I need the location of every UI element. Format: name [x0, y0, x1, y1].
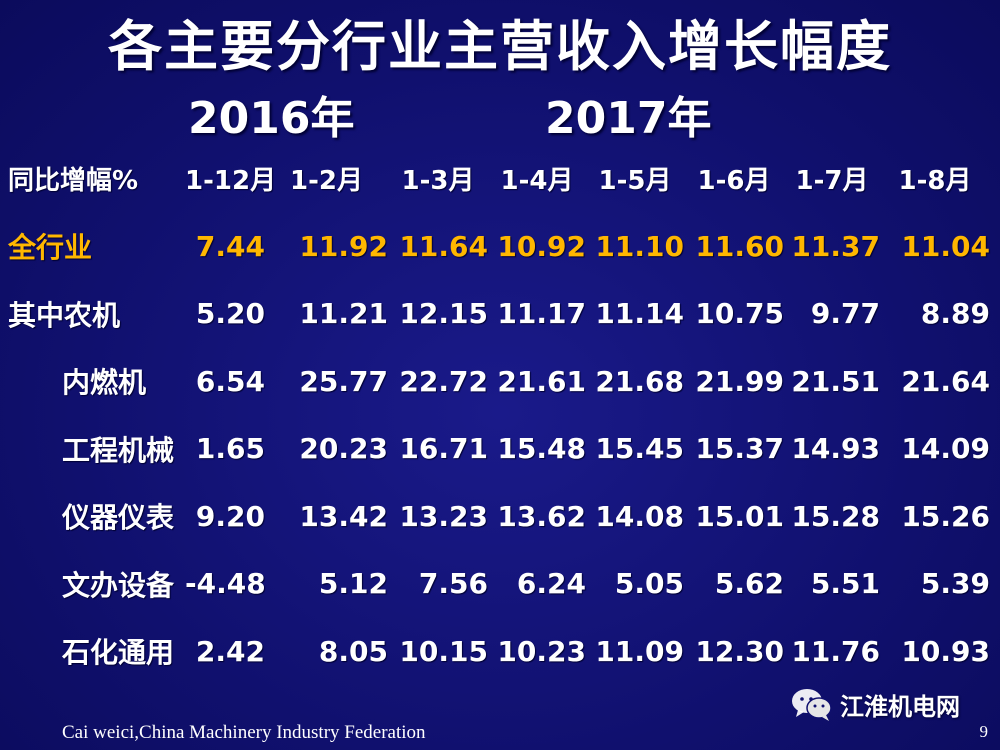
table-cell: 11.14: [595, 297, 684, 331]
table-cell: 10.93: [901, 634, 990, 668]
table-cell: 10.15: [399, 634, 488, 668]
table-cell: 15.28: [791, 499, 880, 533]
table-row: 石化通用 2.42 8.05 10.15 10.23 11.09 12.30 1…: [0, 618, 990, 686]
table-cell: 21.99: [695, 364, 784, 398]
table-cell: 16.71: [399, 432, 488, 466]
table-cell: 5.39: [920, 567, 990, 601]
table-cell: 14.08: [595, 499, 684, 533]
table-cell: 21.68: [595, 364, 684, 398]
page-number: 9: [979, 722, 989, 741]
table-cell: 21.51: [791, 364, 880, 398]
corner-label: 同比增幅%: [8, 166, 139, 197]
table-cell: 11.17: [497, 297, 586, 331]
table-cell: 5.62: [714, 567, 784, 601]
table-cell: 11.37: [791, 229, 880, 263]
table-row: 全行业 7.44 11.92 11.64 10.92 11.10 11.60 1…: [0, 213, 990, 281]
table-cell: 10.75: [695, 297, 784, 331]
column-header: 1-8月: [898, 166, 972, 197]
column-header: 1-7月: [795, 166, 869, 197]
footer-credit: Cai weici,China Machinery Industry Feder…: [62, 722, 426, 743]
row-label: 文办设备: [62, 568, 175, 602]
table-row: 仪器仪表 9.20 13.42 13.23 13.62 14.08 15.01 …: [0, 483, 990, 551]
table-cell: 14.93: [791, 432, 880, 466]
table-cell: 11.04: [901, 229, 990, 263]
slide-title: 各主要分行业主营收入增长幅度: [108, 15, 892, 78]
table-cell: 11.60: [695, 229, 784, 263]
table-cell: 15.01: [695, 499, 784, 533]
year-heading-2016: 2016年: [188, 93, 355, 144]
table-cell: 7.44: [195, 229, 265, 263]
year-heading-2017: 2017年: [545, 93, 712, 144]
table-cell: 10.92: [497, 229, 586, 263]
table-cell: -4.48: [185, 567, 266, 601]
table-cell: 1.65: [195, 432, 265, 466]
table-cell: 14.09: [901, 432, 990, 466]
table-row: 文办设备 -4.48 5.12 7.56 6.24 5.05 5.62 5.51…: [0, 550, 990, 618]
table-cell: 15.37: [695, 432, 784, 466]
table-cell: 13.23: [399, 499, 488, 533]
table-cell: 5.51: [810, 567, 880, 601]
row-label: 全行业: [8, 231, 93, 265]
row-label: 内燃机: [62, 366, 147, 400]
table-cell: 11.09: [595, 634, 684, 668]
row-label: 其中农机: [8, 298, 121, 332]
table-cell: 22.72: [399, 364, 488, 398]
watermark-text: 江淮机电网: [840, 692, 960, 721]
row-label: 仪器仪表: [62, 501, 175, 535]
table-cell: 20.23: [299, 432, 388, 466]
column-header: 1-2月: [290, 166, 363, 197]
row-label: 工程机械: [62, 433, 175, 467]
table-cell: 6.24: [516, 567, 586, 601]
table-cell: 8.89: [920, 297, 990, 331]
table-cell: 11.21: [299, 297, 388, 331]
column-header: 1-3月: [401, 166, 475, 197]
table-cell: 9.20: [195, 499, 265, 533]
table-cell: 5.05: [614, 567, 684, 601]
column-header: 1-12月: [185, 166, 277, 197]
table-cell: 12.15: [399, 297, 488, 331]
table-cell: 6.54: [195, 364, 265, 398]
row-label: 石化通用: [62, 636, 175, 670]
wechat-watermark: 江淮机电网: [790, 686, 960, 722]
column-header: 1-4月: [500, 166, 574, 197]
column-header: 1-5月: [598, 166, 672, 197]
table-cell: 5.20: [195, 297, 265, 331]
table-cell: 11.76: [791, 634, 880, 668]
table-cell: 5.12: [318, 567, 388, 601]
wechat-icon: [792, 689, 832, 721]
table-header-row: 同比增幅% 1-12月 1-2月 1-3月 1-4月 1-5月 1-6月 1-7…: [0, 145, 990, 213]
table-row: 内燃机 6.54 25.77 22.72 21.61 21.68 21.99 2…: [0, 348, 990, 416]
table-cell: 9.77: [810, 297, 880, 331]
growth-table: 同比增幅% 1-12月 1-2月 1-3月 1-4月 1-5月 1-6月 1-7…: [0, 145, 990, 685]
table-cell: 13.62: [497, 499, 586, 533]
table-cell: 21.64: [901, 364, 990, 398]
table-cell: 7.56: [418, 567, 488, 601]
table-row: 工程机械 1.65 20.23 16.71 15.48 15.45 15.37 …: [0, 415, 990, 483]
table-cell: 15.26: [901, 499, 990, 533]
table-cell: 10.23: [497, 634, 586, 668]
table-cell: 21.61: [497, 364, 586, 398]
table-cell: 15.48: [497, 432, 586, 466]
column-header: 1-6月: [697, 166, 771, 197]
table-cell: 11.92: [299, 229, 388, 263]
table-cell: 25.77: [299, 364, 388, 398]
table-cell: 8.05: [318, 634, 388, 668]
table-cell: 15.45: [595, 432, 684, 466]
table-cell: 13.42: [299, 499, 388, 533]
table-row: 其中农机 5.20 11.21 12.15 11.17 11.14 10.75 …: [0, 280, 990, 348]
table-cell: 2.42: [195, 634, 265, 668]
table-cell: 11.64: [399, 229, 488, 263]
table-cell: 12.30: [695, 634, 784, 668]
table-cell: 11.10: [595, 229, 684, 263]
